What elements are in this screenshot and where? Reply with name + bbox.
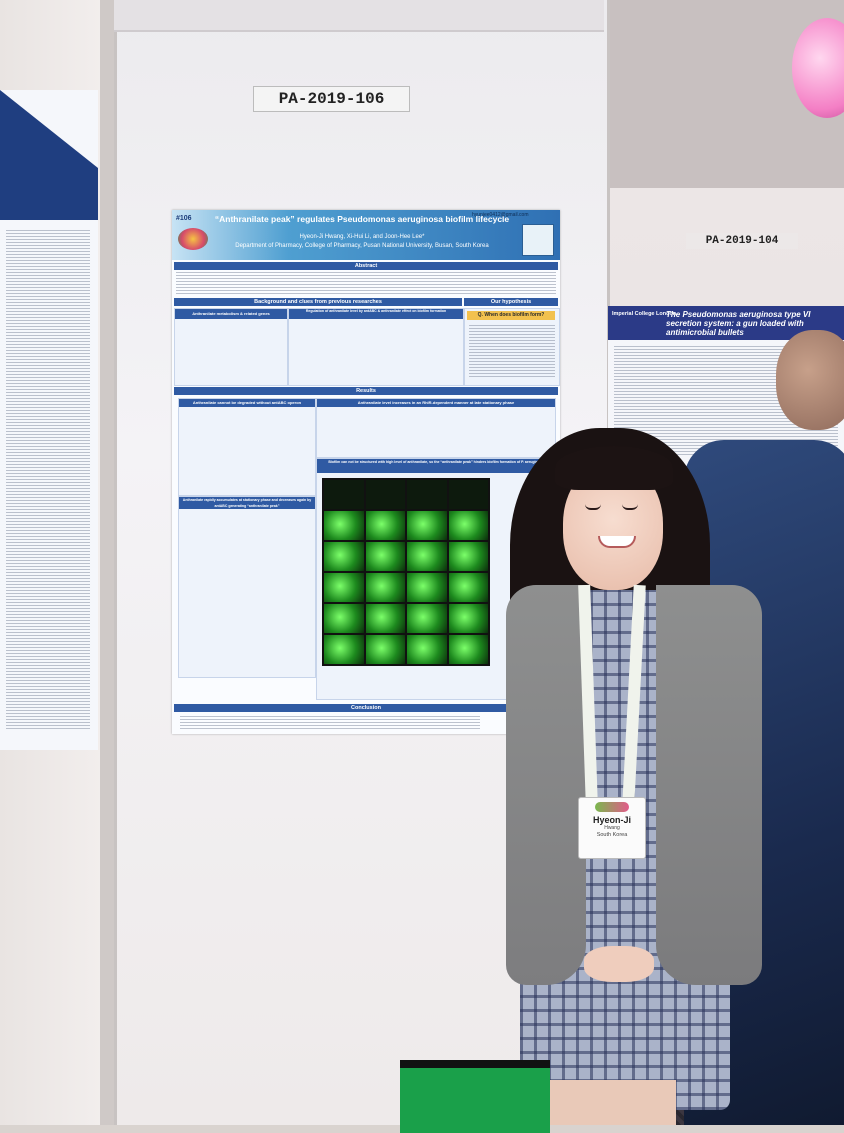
right-eye — [622, 504, 638, 510]
left-poster — [0, 90, 98, 750]
conference-logo-icon — [178, 228, 208, 250]
main-poster: #106 “Anthranilate peak” regulates Pseud… — [172, 210, 560, 734]
board-number-label: PA-2019-106 — [253, 86, 410, 112]
left-eye — [585, 504, 601, 510]
presenter-legs — [546, 1080, 676, 1125]
badge-logo-icon — [595, 802, 629, 812]
cardigan-right — [656, 585, 762, 985]
micrograph — [407, 604, 447, 633]
micrograph — [448, 511, 488, 540]
biofilm-panel-title: Biofilm can not be structured with high … — [317, 459, 555, 473]
hypothesis-heading: Our hypothesis — [464, 298, 558, 306]
neighbor-poster-title: The Pseudomonas aeruginosa type VI secre… — [666, 310, 811, 337]
micrograph — [448, 604, 488, 633]
degradation-panel: Anthranilate cannot be degraded without … — [178, 398, 316, 496]
micrograph — [365, 480, 405, 509]
smile — [598, 536, 636, 548]
presenter-bangs — [555, 446, 673, 490]
cardigan-left — [506, 585, 586, 985]
university-logo-icon — [522, 224, 554, 256]
micrograph — [448, 635, 488, 664]
micrograph — [365, 542, 405, 571]
metabolism-panel-title: Anthranilate metabolism & related genes — [175, 309, 287, 319]
regulation-panel: Regulation of anthranilate level by antA… — [288, 308, 464, 386]
background-heading: Background and clues from previous resea… — [174, 298, 462, 306]
degradation-panel-title: Anthranilate cannot be degraded without … — [179, 399, 315, 407]
micrograph — [365, 604, 405, 633]
micrograph — [324, 604, 364, 633]
accumulate-panel-title: Anthranilate rapidly accumulates at stat… — [179, 497, 315, 509]
micrograph — [407, 573, 447, 602]
hypothesis-text — [469, 325, 555, 379]
poster-affiliation: Department of Pharmacy, College of Pharm… — [235, 243, 489, 249]
micrograph — [448, 542, 488, 571]
name-badge: Hyeon-Ji Hwang South Korea — [578, 797, 646, 859]
micrograph — [324, 480, 364, 509]
clasped-hands — [584, 946, 654, 982]
right-board-number-label: PA-2019-104 — [686, 233, 798, 249]
micrograph — [448, 480, 488, 509]
micrograph — [407, 635, 447, 664]
micrograph — [407, 480, 447, 509]
rhlr-panel-title: Anthranilate level increases in an RhlR-… — [317, 399, 555, 407]
green-tote-bag — [400, 1060, 550, 1133]
left-poster-text — [6, 230, 90, 730]
micrograph — [324, 573, 364, 602]
micrograph — [448, 573, 488, 602]
conclusion-heading: Conclusion — [174, 704, 558, 712]
regulation-panel-title: Regulation of anthranilate level by antA… — [289, 309, 463, 319]
board-top-rail — [114, 0, 604, 32]
micrograph — [365, 511, 405, 540]
poster-email: hyunjee0412@gmail.com — [472, 212, 529, 218]
micrograph — [365, 573, 405, 602]
micrograph — [324, 635, 364, 664]
abstract-text — [176, 272, 556, 294]
left-poster-header — [0, 90, 98, 220]
neighbor-poster-institution: Imperial College London — [612, 311, 677, 317]
abstract-heading: Abstract — [174, 262, 558, 270]
micrograph — [407, 542, 447, 571]
man-head — [776, 330, 844, 430]
poster-authors: Hyeon-Ji Hwang, Xi-Hui Li, and Joon-Hee … — [299, 234, 425, 240]
accumulate-panel: Anthranilate rapidly accumulates at stat… — [178, 496, 316, 678]
results-heading: Results — [174, 387, 558, 395]
poster-title: “Anthranilate peak” regulates Pseudomona… — [214, 214, 510, 224]
micrograph — [324, 511, 364, 540]
conclusion-text — [180, 716, 480, 730]
hypothesis-question: Q. When does biofilm form? — [467, 311, 555, 320]
board-post — [100, 0, 118, 1125]
hypothesis-panel: Q. When does biofilm form? — [464, 308, 560, 386]
micrograph — [365, 635, 405, 664]
micrograph — [324, 542, 364, 571]
badge-surname: Hwang — [604, 825, 620, 831]
badge-country: South Korea — [596, 832, 628, 838]
poster-number: #106 — [176, 215, 192, 222]
poster-header: #106 “Anthranilate peak” regulates Pseud… — [172, 210, 560, 260]
micrograph — [407, 511, 447, 540]
metabolism-panel: Anthranilate metabolism & related genes — [174, 308, 288, 386]
rhlr-panel: Anthranilate level increases in an RhlR-… — [316, 398, 556, 458]
confocal-microscopy-grid — [322, 478, 490, 666]
badge-name: Hyeon-Ji — [592, 815, 631, 825]
pink-lamp — [792, 18, 844, 118]
